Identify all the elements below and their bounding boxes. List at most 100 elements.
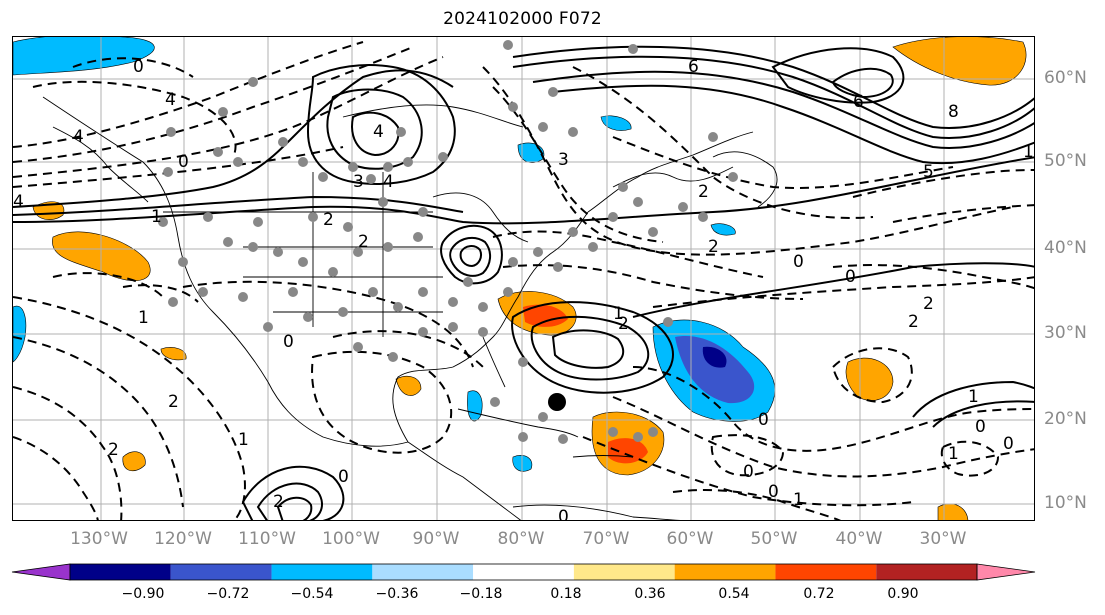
colorbar-segment — [473, 564, 574, 580]
lon-label: 50°W — [750, 529, 798, 549]
contour-label: 1 — [948, 444, 959, 464]
contour-label: 2 — [323, 210, 334, 230]
lon-label: 100°W — [322, 529, 380, 549]
contour-label: 2 — [273, 492, 284, 512]
contour-label: 2 — [923, 294, 934, 314]
shade-orange-east — [845, 357, 894, 401]
contour-label: 1 — [793, 490, 804, 510]
colorbar-tick-label: −0.36 — [375, 586, 419, 602]
contour-label: 2 — [358, 232, 369, 252]
lat-label: 50°N — [1044, 151, 1087, 171]
dashed-contours — [13, 41, 1034, 520]
contour-label: 0 — [768, 482, 779, 502]
shade-orange-gom-small — [395, 376, 422, 396]
contour-label: 0 — [1003, 434, 1014, 454]
lat-label: 40°N — [1044, 238, 1087, 258]
lat-label: 10°N — [1044, 493, 1087, 513]
contour-label: 2 — [618, 314, 629, 334]
storm-center-marker[interactable] — [548, 393, 566, 411]
shade-red-gulf — [523, 304, 568, 327]
colorbar-segment — [775, 564, 877, 580]
lon-label: 80°W — [497, 529, 545, 549]
contour-label: 0 — [758, 410, 769, 430]
colorbar-segment — [271, 564, 373, 580]
colorbar-segment — [372, 564, 474, 580]
contour-label: 3 — [353, 172, 364, 192]
colorbar-outline — [69, 563, 978, 581]
contour-label: 4 — [165, 90, 176, 110]
shade-blue-nw — [13, 37, 155, 76]
shade-orange-se — [937, 503, 969, 520]
contour-label: 1 — [151, 207, 162, 227]
contour-label: 6 — [853, 92, 864, 112]
colorbar-tick-label: 0.72 — [803, 586, 835, 602]
colorbar-tick-label: −0.18 — [459, 586, 503, 602]
shade-darkblue-atlantic — [675, 336, 755, 404]
colorbar-segment — [876, 564, 977, 580]
contour-label: 5 — [923, 162, 934, 182]
contour-label: 3 — [558, 150, 569, 170]
colorbar-segment — [70, 564, 171, 580]
shade-navy-atlantic — [702, 346, 727, 368]
contour-label: 1 — [613, 304, 624, 324]
contour-label: 0 — [975, 417, 986, 437]
shade-orange-ne — [892, 37, 1027, 86]
colorbar-tick-label: 0.54 — [718, 586, 750, 602]
lon-label: 130°W — [70, 529, 128, 549]
colorbar-extend-high — [976, 563, 1036, 581]
shade-orange-pac — [160, 347, 187, 361]
map-panel[interactable]: 4 4 0 0 4 6 6 8 5 2 2 3 3 4 4 2 2 0 0 1 — [12, 36, 1035, 521]
contour-label: 0 — [338, 467, 349, 487]
contour-label: 2 — [168, 392, 179, 412]
contour-label: 0 — [845, 267, 856, 287]
contour-label: 6 — [688, 57, 699, 77]
contour-label: 4 — [383, 172, 394, 192]
contour-label: 2 — [698, 182, 709, 202]
shade-blue-labrador — [600, 115, 632, 131]
weather-map-canvas[interactable]: 4 4 0 0 4 6 6 8 5 2 2 3 3 4 4 2 2 0 0 1 — [13, 37, 1035, 521]
solid-contours — [13, 45, 1034, 520]
lat-label: 30°N — [1044, 323, 1087, 343]
contour-label: 2 — [708, 237, 719, 257]
contour-label: 0 — [558, 507, 569, 521]
contour-label: 2 — [908, 312, 919, 332]
coastlines — [42, 96, 778, 520]
colorbar-segment — [674, 564, 776, 580]
contour-label: 4 — [373, 122, 384, 142]
contour-label: 2 — [108, 440, 119, 460]
shade-orange-pac-s — [122, 451, 146, 472]
map-title: 2024102000 F072 — [443, 9, 602, 29]
lon-label: 40°W — [835, 529, 883, 549]
shade-blue-small-e — [710, 223, 736, 236]
lon-label: 90°W — [412, 529, 460, 549]
lon-label: 120°W — [154, 529, 212, 549]
contour-label: 0 — [178, 152, 189, 172]
colorbar-tick-label: −0.72 — [206, 586, 250, 602]
colorbar-tick-label: 0.36 — [634, 586, 666, 602]
contour-label: 4 — [13, 192, 24, 212]
lat-label: 60°N — [1044, 68, 1087, 88]
contour-label: 8 — [948, 102, 959, 122]
lon-label: 70°W — [582, 529, 630, 549]
contour-label: 1 — [138, 308, 149, 328]
shade-red-caribbean — [608, 438, 648, 464]
lon-label: 110°W — [238, 529, 296, 549]
contour-label: 1 — [968, 387, 979, 407]
contour-labels: 4 4 0 0 4 6 6 8 5 2 2 3 3 4 4 2 2 0 0 1 — [13, 57, 1034, 521]
colorbar-tick-label: 0.18 — [550, 586, 582, 602]
colorbar-segment — [170, 564, 272, 580]
contour-label: 1 — [238, 430, 249, 450]
shade-blue-cuba — [467, 390, 483, 422]
lon-label: 30°W — [919, 529, 967, 549]
contour-label: 0 — [793, 252, 804, 272]
contour-label: 0 — [743, 462, 754, 482]
colorbar-tick-label: −0.90 — [121, 586, 165, 602]
colorbar-segment — [573, 564, 675, 580]
shaded-regions — [13, 37, 1027, 520]
colorbar-tick-label: −0.54 — [290, 586, 334, 602]
colorbar-extend-low — [11, 563, 71, 581]
lon-label: 60°W — [666, 529, 714, 549]
contour-label: 0 — [283, 332, 294, 352]
colorbar-segments — [11, 563, 1036, 581]
colorbar — [11, 563, 1036, 581]
